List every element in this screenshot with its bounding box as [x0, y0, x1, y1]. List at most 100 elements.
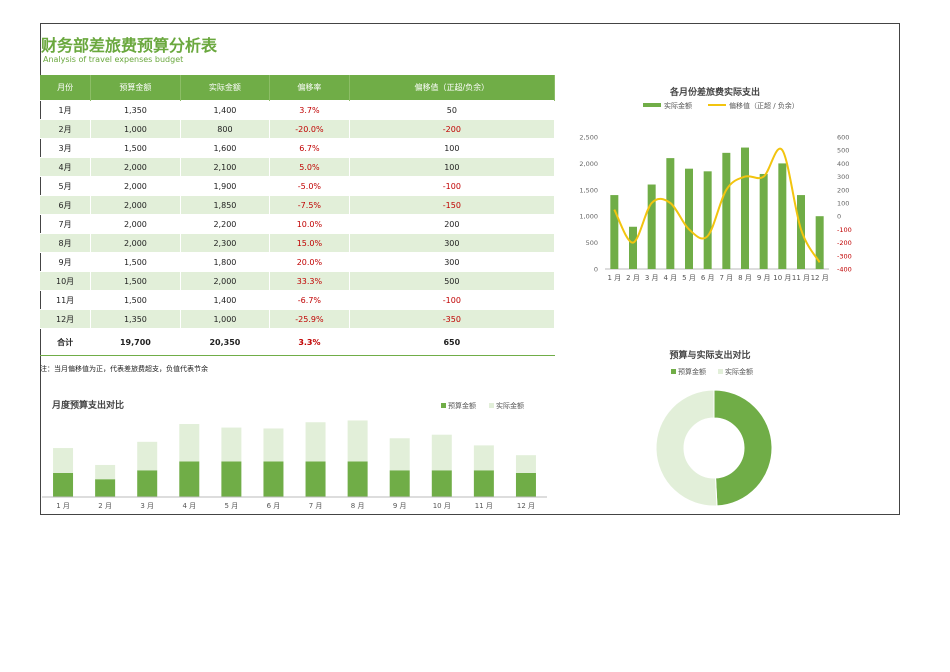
monthly-budget-bar[interactable]: [263, 461, 284, 497]
cell-rate[interactable]: 20.0%: [269, 252, 350, 272]
cell-month[interactable]: 12月: [40, 309, 92, 329]
cell-month[interactable]: 9月: [40, 252, 92, 272]
combo-bar[interactable]: [778, 163, 787, 269]
cell-month[interactable]: 5月: [40, 176, 92, 196]
cell-budget[interactable]: 1,500: [90, 290, 181, 310]
cell-month[interactable]: 10月: [40, 271, 92, 291]
cell-rate[interactable]: 15.0%: [269, 233, 350, 253]
cell-actual[interactable]: 2,000: [180, 271, 271, 291]
monthly-budget-bar[interactable]: [53, 472, 74, 497]
cell-rate[interactable]: -7.5%: [269, 195, 350, 215]
monthly-budget-bar[interactable]: [137, 470, 158, 497]
cell-diff[interactable]: 300: [349, 252, 556, 272]
cell-actual[interactable]: 1,600: [180, 138, 271, 158]
monthly-actual-bar[interactable]: [347, 420, 368, 462]
header-actual[interactable]: 实际金额: [180, 75, 271, 101]
cell-month[interactable]: 7月: [40, 214, 92, 234]
cell-diff[interactable]: 200: [349, 214, 556, 234]
cell-budget[interactable]: 1,500: [90, 252, 181, 272]
donut-slice-budget[interactable]: [713, 389, 773, 507]
cell-rate[interactable]: 5.0%: [269, 157, 350, 177]
cell-diff[interactable]: 300: [349, 233, 556, 253]
cell-month[interactable]: 8月: [40, 233, 92, 253]
cell-actual[interactable]: 2,300: [180, 233, 271, 253]
cell-budget[interactable]: 2,000: [90, 233, 181, 253]
cell-budget[interactable]: 1,500: [90, 271, 181, 291]
cell-month[interactable]: 4月: [40, 157, 92, 177]
combo-bar[interactable]: [610, 195, 619, 269]
cell-actual[interactable]: 1,400: [180, 290, 271, 310]
monthly-actual-bar[interactable]: [389, 438, 410, 471]
cell-budget[interactable]: 1,000: [90, 119, 181, 139]
cell-actual[interactable]: 1,400: [180, 100, 271, 120]
cell-diff[interactable]: 500: [349, 271, 556, 291]
cell-diff[interactable]: -350: [349, 309, 556, 329]
monthly-actual-bar[interactable]: [263, 428, 284, 462]
cell-actual[interactable]: 1,000: [180, 309, 271, 329]
cell-actual[interactable]: 1,900: [180, 176, 271, 196]
cell-budget[interactable]: 2,000: [90, 157, 181, 177]
total-month[interactable]: 合计: [40, 328, 92, 356]
combo-bar[interactable]: [685, 168, 693, 269]
monthly-actual-bar[interactable]: [221, 427, 242, 462]
cell-month[interactable]: 6月: [40, 195, 92, 215]
combo-bar[interactable]: [666, 158, 675, 269]
total-actual[interactable]: 20,350: [180, 328, 271, 356]
cell-budget[interactable]: 1,500: [90, 138, 181, 158]
cell-rate[interactable]: 3.7%: [269, 100, 350, 120]
cell-actual[interactable]: 1,800: [180, 252, 271, 272]
monthly-actual-bar[interactable]: [137, 441, 158, 471]
header-rate[interactable]: 偏移率: [269, 75, 350, 101]
cell-rate[interactable]: -20.0%: [269, 119, 350, 139]
cell-month[interactable]: 11月: [40, 290, 92, 310]
cell-diff[interactable]: -200: [349, 119, 556, 139]
monthly-actual-bar[interactable]: [431, 434, 452, 471]
cell-budget[interactable]: 1,350: [90, 100, 181, 120]
cell-diff[interactable]: 100: [349, 157, 556, 177]
monthly-actual-bar[interactable]: [473, 445, 494, 471]
cell-rate[interactable]: 6.7%: [269, 138, 350, 158]
monthly-budget-bar[interactable]: [431, 470, 452, 497]
monthly-actual-bar[interactable]: [53, 448, 74, 473]
combo-chart[interactable]: 各月份差旅费实际支出 实际金额 偏移值（正超 / 负余） 2,500 2,000 1…: [560, 76, 860, 296]
combo-bar[interactable]: [647, 184, 656, 269]
cell-month[interactable]: 2月: [40, 119, 92, 139]
monthly-actual-bar[interactable]: [95, 464, 116, 480]
cell-rate[interactable]: 10.0%: [269, 214, 350, 234]
cell-month[interactable]: 1月: [40, 100, 92, 120]
total-budget[interactable]: 19,700: [90, 328, 181, 356]
combo-bar[interactable]: [741, 147, 749, 269]
combo-bar[interactable]: [629, 226, 637, 269]
combo-bar[interactable]: [703, 171, 712, 269]
total-diff[interactable]: 650: [349, 328, 556, 356]
monthly-actual-bar[interactable]: [515, 455, 536, 473]
combo-bar[interactable]: [759, 173, 768, 269]
cell-budget[interactable]: 2,000: [90, 214, 181, 234]
monthly-actual-bar[interactable]: [305, 422, 326, 462]
cell-actual[interactable]: 2,100: [180, 157, 271, 177]
cell-rate[interactable]: -6.7%: [269, 290, 350, 310]
cell-actual[interactable]: 1,850: [180, 195, 271, 215]
monthly-budget-bar[interactable]: [95, 479, 116, 497]
combo-bar[interactable]: [815, 216, 824, 269]
cell-diff[interactable]: 50: [349, 100, 556, 120]
header-budget[interactable]: 预算金额: [90, 75, 181, 101]
header-month[interactable]: 月份: [40, 75, 92, 101]
combo-bar[interactable]: [722, 152, 731, 269]
cell-diff[interactable]: 100: [349, 138, 556, 158]
cell-month[interactable]: 3月: [40, 138, 92, 158]
cell-rate[interactable]: 33.3%: [269, 271, 350, 291]
monthly-budget-bar[interactable]: [221, 461, 242, 497]
cell-diff[interactable]: -100: [349, 176, 556, 196]
monthly-budget-bar[interactable]: [389, 470, 410, 497]
cell-actual[interactable]: 2,200: [180, 214, 271, 234]
donut-slice-actual[interactable]: [655, 389, 718, 507]
cell-actual[interactable]: 800: [180, 119, 271, 139]
cell-rate[interactable]: -25.9%: [269, 309, 350, 329]
cell-budget[interactable]: 1,350: [90, 309, 181, 329]
donut-chart[interactable]: 预算与实际支出对比 预算金额 实际金额: [600, 340, 830, 512]
cell-rate[interactable]: -5.0%: [269, 176, 350, 196]
monthly-budget-bar[interactable]: [515, 472, 536, 497]
monthly-budget-bar[interactable]: [305, 461, 326, 497]
cell-diff[interactable]: -100: [349, 290, 556, 310]
